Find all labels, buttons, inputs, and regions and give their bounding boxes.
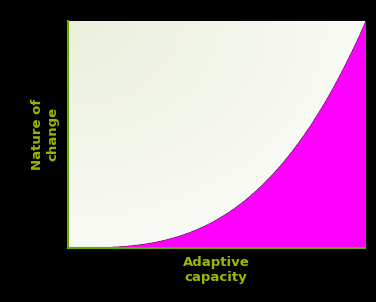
Y-axis label: Nature of
change: Nature of change — [31, 99, 59, 170]
X-axis label: Adaptive
capacity: Adaptive capacity — [183, 256, 250, 284]
